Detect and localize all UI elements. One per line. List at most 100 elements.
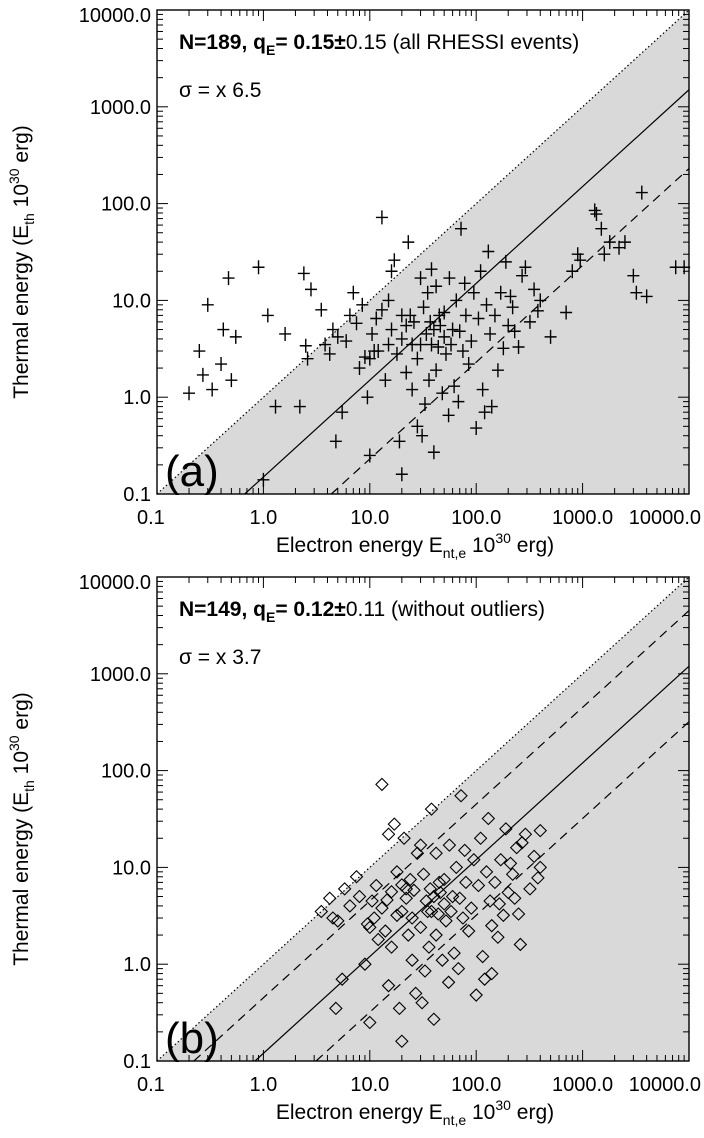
panel-a-x-tick-label: 100.0 bbox=[451, 507, 501, 529]
panel-a-data-point bbox=[424, 314, 437, 329]
panel-a-y-tick-label: 100.0 bbox=[101, 194, 151, 216]
panel-a-data-point bbox=[326, 322, 339, 337]
panel-b-data-point bbox=[360, 917, 375, 931]
panel-b-data-point bbox=[518, 827, 533, 842]
panel-b-data-point bbox=[533, 823, 548, 838]
panel-a-data-point bbox=[422, 373, 435, 388]
panel-a-y-tick-label: 1000.0 bbox=[90, 97, 151, 119]
panel-b-data-point bbox=[380, 893, 394, 907]
panel-a-data-point bbox=[201, 297, 214, 312]
panel-a-data-point bbox=[618, 235, 631, 250]
panel-b-data-point bbox=[352, 889, 367, 904]
panel-a-data-point bbox=[678, 260, 691, 275]
panel-a-data-point bbox=[516, 268, 529, 283]
panel-a-scatter-plot: 0.1 1.0 10.0 100.0 1000.0 10000.0 0.1 1.0 10.0 10… bbox=[6, 5, 701, 561]
panel-b-data-point bbox=[439, 914, 453, 928]
panel-a-data-point bbox=[446, 322, 459, 337]
panel-b-data-point bbox=[484, 918, 499, 933]
panel-a-data-point bbox=[358, 350, 371, 365]
panel-b-data-point bbox=[395, 904, 409, 919]
panel-a-data-point bbox=[485, 399, 498, 414]
panel-b-data-point bbox=[449, 860, 464, 875]
panel-a-data-point bbox=[472, 311, 485, 326]
panel-b-data-point bbox=[381, 978, 396, 993]
panel-b-x-tick-label: 1.0 bbox=[249, 1074, 277, 1096]
panel-b-data-point bbox=[447, 946, 461, 960]
panel-a-data-point bbox=[613, 240, 626, 255]
panel-a-data-point bbox=[183, 386, 196, 401]
panel-b-data-point bbox=[314, 904, 329, 919]
panel-b-x-tick-label: 10000.0 bbox=[629, 1074, 701, 1096]
panel-b-data-point bbox=[405, 911, 419, 925]
panel-b-shaded-region bbox=[157, 577, 689, 1061]
panel-a-data-point bbox=[388, 253, 401, 268]
panel-a-data-point bbox=[406, 382, 419, 397]
panel-a-data-point bbox=[340, 334, 353, 349]
panel-a-data-point bbox=[385, 264, 398, 279]
panel-b-data-point bbox=[392, 1001, 407, 1016]
panel-b-y-tick-label: 0.1 bbox=[123, 1051, 151, 1073]
panel-b-data-point bbox=[464, 901, 479, 915]
panel-a-data-point bbox=[488, 308, 501, 323]
panel-b-y-tick-label: 1000.0 bbox=[90, 664, 151, 686]
panel-a-data-point bbox=[588, 203, 601, 218]
panel-b-shade-polygon bbox=[157, 577, 689, 1061]
panel-a-data-point bbox=[414, 337, 427, 352]
panel-b-data-point bbox=[492, 897, 507, 911]
panel-a-data-point bbox=[442, 408, 455, 423]
panel-a-data-point bbox=[299, 338, 312, 353]
panel-a-data-point bbox=[450, 293, 463, 308]
panel-a-data-point bbox=[356, 297, 369, 312]
panel-b-data-point bbox=[431, 907, 446, 921]
panel-a-data-point bbox=[319, 337, 332, 352]
panel-a-data-point bbox=[301, 351, 314, 366]
panel-b-data-point bbox=[375, 777, 389, 792]
panel-a-data-point bbox=[331, 329, 344, 344]
panel-a-data-point bbox=[225, 373, 238, 388]
panel-a-data-point bbox=[252, 260, 265, 275]
panel-b-data-point bbox=[395, 1034, 409, 1049]
panel-a-data-point bbox=[603, 235, 616, 250]
panel-b-data-point bbox=[407, 883, 421, 898]
panel-a-data-point bbox=[427, 445, 440, 460]
panel-a-annotation: N=189, qE= 0.15±0.15 (all RHESSI events) bbox=[179, 31, 579, 58]
panel-b-x-tick-label: 100.0 bbox=[451, 1074, 501, 1096]
panel-a-data-point bbox=[196, 367, 209, 382]
panel-a-data-point bbox=[418, 397, 431, 412]
panel-a-y-tick-label: 10000.0 bbox=[79, 5, 151, 27]
panel-b-data-point bbox=[533, 860, 548, 875]
panel-a-data-point bbox=[438, 305, 451, 320]
panel-a-data-point bbox=[590, 207, 603, 222]
panel-a-data-point bbox=[453, 324, 466, 339]
panel-b-data-point bbox=[390, 908, 404, 923]
panel-a-data-point bbox=[467, 285, 480, 300]
panel-a-data-point bbox=[478, 405, 491, 420]
panel-a-data-point bbox=[323, 346, 336, 361]
panel-a-data-point bbox=[462, 357, 475, 372]
panel-a-data-point bbox=[448, 379, 461, 394]
panel-a-data-point bbox=[512, 340, 525, 355]
panel-a-data-point bbox=[390, 346, 403, 361]
panel-a-data-point bbox=[504, 289, 517, 304]
panel-b-data-point bbox=[427, 1012, 441, 1027]
panel-b-data-point bbox=[507, 891, 522, 906]
panel-b-label: (b) bbox=[165, 1014, 219, 1063]
panel-a-data-point bbox=[395, 467, 408, 482]
panel-a-data-point bbox=[523, 314, 536, 329]
panel-a-data-point bbox=[279, 326, 292, 341]
panel-b-y-tick-label: 10000.0 bbox=[79, 572, 151, 594]
panel-b-data-point bbox=[358, 957, 372, 971]
panel-b-data-point bbox=[435, 953, 450, 967]
panel-a-shade-polygon bbox=[157, 10, 689, 494]
panel-a-y-tick-label: 10.0 bbox=[112, 290, 151, 312]
panel-b-data-point bbox=[437, 872, 451, 887]
panel-b-data-point bbox=[335, 972, 349, 986]
panel-a-data-point bbox=[336, 405, 349, 420]
panel-a-data-point bbox=[574, 253, 587, 268]
panel-b-data-point bbox=[473, 831, 488, 846]
panel-a-data-point bbox=[456, 344, 469, 359]
panel-a-data-points bbox=[183, 185, 691, 487]
panel-a-data-point bbox=[443, 271, 456, 286]
panel-a-data-point bbox=[350, 316, 363, 331]
panel-a-x-tick-label: 0.1 bbox=[137, 507, 165, 529]
